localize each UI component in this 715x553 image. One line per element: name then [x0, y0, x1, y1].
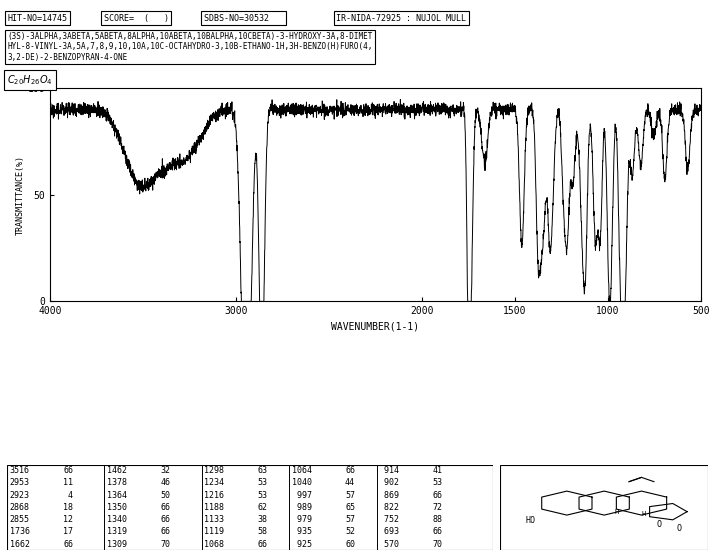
Text: 66: 66	[160, 515, 170, 524]
Text: 66: 66	[433, 491, 443, 499]
Text: 41: 41	[433, 466, 443, 475]
Text: 902: 902	[379, 478, 399, 487]
Text: 88: 88	[433, 515, 443, 524]
Text: 1133: 1133	[204, 515, 224, 524]
Text: 1340: 1340	[107, 515, 127, 524]
Text: 12: 12	[63, 515, 73, 524]
Text: 1119: 1119	[204, 528, 224, 536]
Text: 1319: 1319	[107, 528, 127, 536]
Text: 3516: 3516	[9, 466, 29, 475]
Text: 1188: 1188	[204, 503, 224, 512]
Y-axis label: TRANSMITTANCE(%): TRANSMITTANCE(%)	[16, 155, 25, 235]
Text: 66: 66	[257, 540, 267, 549]
Text: 1064: 1064	[292, 466, 312, 475]
Text: 1234: 1234	[204, 478, 224, 487]
Text: HO: HO	[526, 516, 536, 525]
Text: 997: 997	[292, 491, 312, 499]
Text: 66: 66	[63, 540, 73, 549]
Text: 989: 989	[292, 503, 312, 512]
Text: 53: 53	[433, 478, 443, 487]
Text: 52: 52	[345, 528, 355, 536]
Text: 914: 914	[379, 466, 399, 475]
Text: 66: 66	[160, 503, 170, 512]
Text: 2855: 2855	[9, 515, 29, 524]
Text: 32: 32	[160, 466, 170, 475]
Text: 1309: 1309	[107, 540, 127, 549]
Text: 18: 18	[63, 503, 73, 512]
Text: SDBS-NO=30532: SDBS-NO=30532	[204, 14, 284, 23]
Text: 50: 50	[160, 491, 170, 499]
Text: 925: 925	[292, 540, 312, 549]
Text: 72: 72	[433, 503, 443, 512]
Text: 1462: 1462	[107, 466, 127, 475]
Text: 693: 693	[379, 528, 399, 536]
Text: 57: 57	[345, 491, 355, 499]
Text: 1040: 1040	[292, 478, 312, 487]
Text: 17: 17	[63, 528, 73, 536]
Text: 935: 935	[292, 528, 312, 536]
Text: 70: 70	[433, 540, 443, 549]
Text: 60: 60	[345, 540, 355, 549]
Text: 70: 70	[160, 540, 170, 549]
Text: 53: 53	[257, 478, 267, 487]
Text: 66: 66	[63, 466, 73, 475]
Text: 1378: 1378	[107, 478, 127, 487]
Text: 63: 63	[257, 466, 267, 475]
Text: 1364: 1364	[107, 491, 127, 499]
Text: 822: 822	[379, 503, 399, 512]
Text: 38: 38	[257, 515, 267, 524]
Text: 2868: 2868	[9, 503, 29, 512]
Text: 570: 570	[379, 540, 399, 549]
Text: SCORE=  (   ): SCORE= ( )	[104, 14, 169, 23]
Text: 65: 65	[345, 503, 355, 512]
Text: O: O	[656, 520, 661, 529]
Text: 1662: 1662	[9, 540, 29, 549]
Text: 66: 66	[433, 528, 443, 536]
Text: 1068: 1068	[204, 540, 224, 549]
Text: 46: 46	[160, 478, 170, 487]
Text: 979: 979	[292, 515, 312, 524]
Text: 1298: 1298	[204, 466, 224, 475]
Text: O: O	[677, 524, 681, 533]
Text: 4: 4	[63, 491, 73, 499]
Text: 66: 66	[345, 466, 355, 475]
Text: $C_{20}H_{26}O_4$: $C_{20}H_{26}O_4$	[7, 73, 53, 87]
Text: 752: 752	[379, 515, 399, 524]
Text: 53: 53	[257, 491, 267, 499]
Text: HIT-NO=14745: HIT-NO=14745	[7, 14, 67, 23]
Text: 57: 57	[345, 515, 355, 524]
Text: 869: 869	[379, 491, 399, 499]
Text: 66: 66	[160, 528, 170, 536]
Text: 44: 44	[345, 478, 355, 487]
Text: IR-NIDA-72925 : NUJOL MULL: IR-NIDA-72925 : NUJOL MULL	[336, 14, 466, 23]
Text: 2953: 2953	[9, 478, 29, 487]
Text: (3S)-3ALPHA,3ABETA,5ABETA,8ALPHA,10ABETA,10BALPHA,10CBETA)-3-HYDROXY-3A,8-DIMET
: (3S)-3ALPHA,3ABETA,5ABETA,8ALPHA,10ABETA…	[7, 32, 373, 62]
Text: 1736: 1736	[9, 528, 29, 536]
Text: H: H	[641, 511, 646, 517]
Text: 2923: 2923	[9, 491, 29, 499]
Text: 58: 58	[257, 528, 267, 536]
Text: 1216: 1216	[204, 491, 224, 499]
Text: 1350: 1350	[107, 503, 127, 512]
X-axis label: WAVENUMBER(1-1): WAVENUMBER(1-1)	[331, 322, 420, 332]
Text: 11: 11	[63, 478, 73, 487]
Text: 62: 62	[257, 503, 267, 512]
Text: H: H	[615, 509, 618, 515]
